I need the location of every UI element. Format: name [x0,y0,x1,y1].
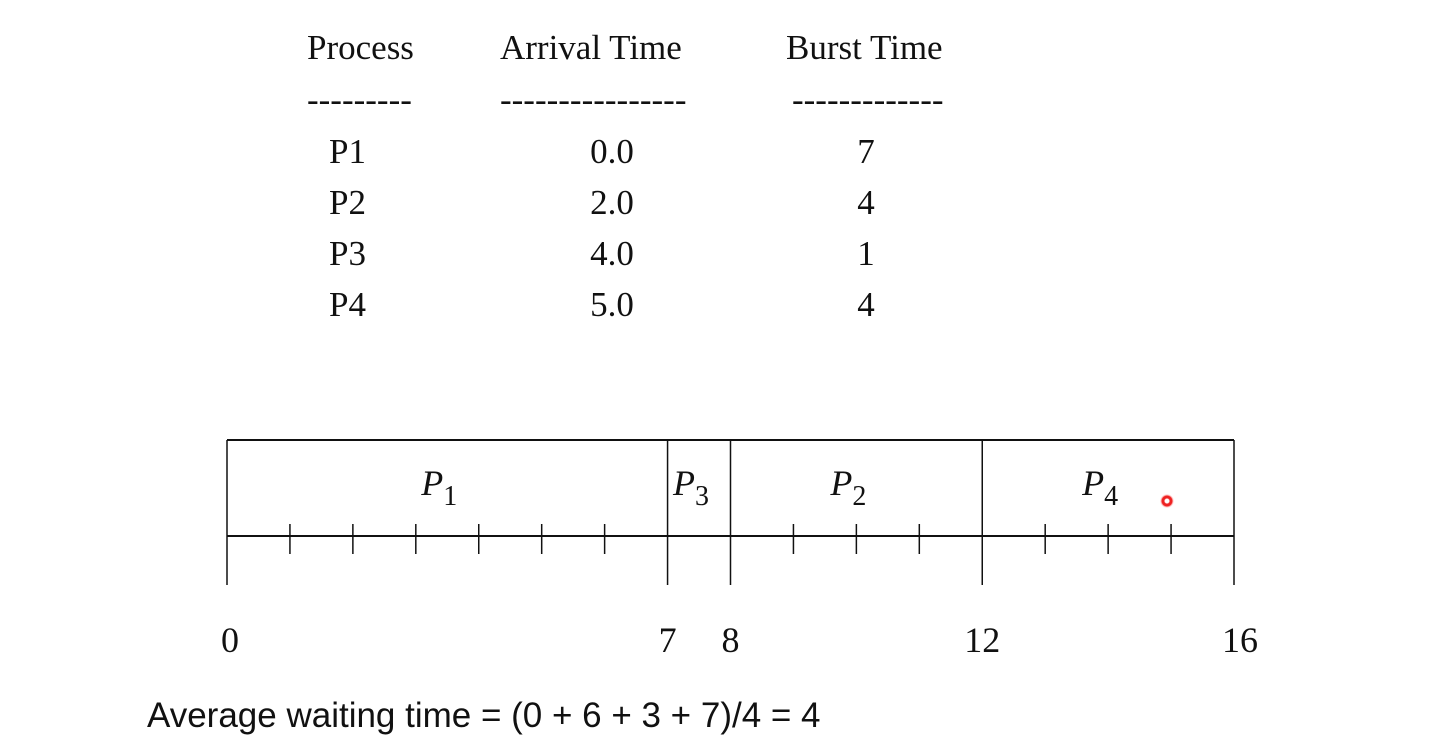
table-cell-process: P1 [329,132,366,171]
time-tick-label: 8 [722,620,740,660]
table-cell-burst: 4 [857,285,875,324]
time-tick-label: 16 [1222,620,1258,660]
segment-label: P4 [1081,463,1118,512]
table-cell-process: P4 [329,285,366,324]
table-cell-arrival: 0.0 [590,132,634,171]
header-underline: ---------------- [500,80,687,119]
header-process: Process [307,28,414,67]
time-tick-label: 12 [964,620,1000,660]
header-arrival-time: Arrival Time [500,28,682,67]
table-cell-burst: 4 [857,183,875,222]
laser-pointer-icon [1160,494,1174,508]
time-tick-label: 7 [659,620,677,660]
table-cell-arrival: 4.0 [590,234,634,273]
header-underline: ------------- [792,80,944,119]
header-burst-time: Burst Time [786,28,943,67]
average-waiting-time: Average waiting time = (0 + 6 + 3 + 7)/4… [147,696,821,735]
header-underline: --------- [307,80,412,119]
segment-label: P3 [672,463,709,512]
table-cell-arrival: 2.0 [590,183,634,222]
time-tick-label: 0 [221,620,239,660]
table-cell-process: P3 [329,234,366,273]
table-cell-burst: 1 [857,234,875,273]
table-cell-process: P2 [329,183,366,222]
table-cell-burst: 7 [857,132,875,171]
segment-label: P1 [420,463,457,512]
segment-label: P2 [829,463,866,512]
table-cell-arrival: 5.0 [590,285,634,324]
